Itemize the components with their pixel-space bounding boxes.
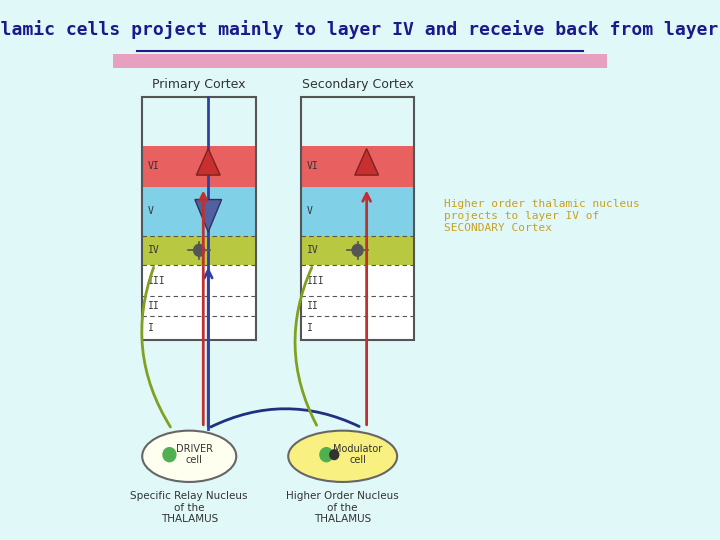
Bar: [142, 265, 256, 296]
Circle shape: [330, 450, 338, 460]
Bar: [301, 97, 415, 340]
Text: I: I: [148, 323, 154, 333]
Bar: [142, 296, 256, 316]
Ellipse shape: [288, 431, 397, 482]
Text: V: V: [148, 206, 154, 217]
Polygon shape: [355, 148, 379, 175]
Text: III: III: [307, 275, 324, 286]
Text: IV: IV: [307, 245, 318, 255]
Text: II: II: [307, 301, 318, 311]
Text: DRIVER
cell: DRIVER cell: [176, 444, 212, 465]
Text: III: III: [148, 275, 166, 286]
Bar: [142, 235, 256, 265]
Bar: [112, 54, 608, 68]
Bar: [301, 296, 415, 316]
Bar: [142, 187, 256, 235]
Bar: [301, 316, 415, 340]
Text: VI: VI: [148, 161, 160, 172]
Circle shape: [163, 448, 176, 462]
Bar: [142, 97, 256, 340]
Text: Thalamic cells project mainly to layer IV and receive back from layer VI: Thalamic cells project mainly to layer I…: [0, 20, 720, 39]
Text: Secondary Cortex: Secondary Cortex: [302, 78, 413, 91]
Text: II: II: [148, 301, 160, 311]
Polygon shape: [197, 148, 220, 175]
Text: Specific Relay Nucleus
of the
THALAMUS: Specific Relay Nucleus of the THALAMUS: [130, 491, 248, 524]
Bar: [301, 146, 415, 187]
Text: I: I: [307, 323, 312, 333]
Text: Higher Order Nucleus
of the
THALAMUS: Higher Order Nucleus of the THALAMUS: [287, 491, 399, 524]
Ellipse shape: [142, 431, 236, 482]
Circle shape: [194, 244, 204, 256]
Bar: [301, 187, 415, 235]
Polygon shape: [195, 199, 222, 232]
Bar: [301, 265, 415, 296]
Text: Modulator
cell: Modulator cell: [333, 444, 382, 465]
Text: VI: VI: [307, 161, 318, 172]
Circle shape: [320, 448, 333, 462]
Bar: [301, 235, 415, 265]
Text: IV: IV: [148, 245, 160, 255]
Circle shape: [352, 244, 363, 256]
Text: Higher order thalamic nucleus
projects to layer IV of
SECONDARY Cortex: Higher order thalamic nucleus projects t…: [444, 199, 640, 233]
Text: V: V: [307, 206, 312, 217]
Bar: [142, 146, 256, 187]
Text: Primary Cortex: Primary Cortex: [153, 78, 246, 91]
Bar: [142, 316, 256, 340]
